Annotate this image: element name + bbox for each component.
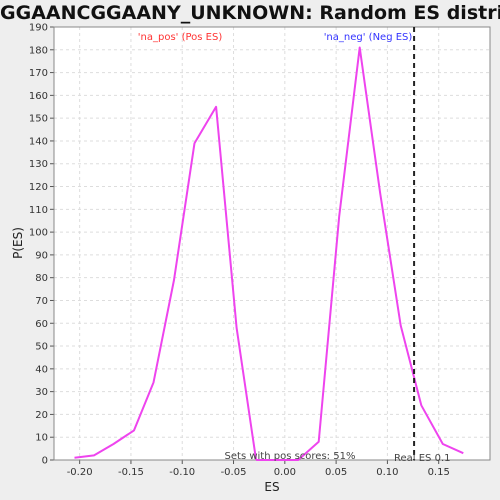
x-tick-label: 0.10: [376, 467, 398, 478]
legend-neg-es: 'na_neg' (Neg ES): [324, 32, 413, 43]
series-neg-es: [256, 46, 464, 461]
x-tick-label: -0.10: [169, 467, 195, 478]
plot-area: [54, 27, 490, 460]
series-pos-es: [74, 105, 258, 461]
chart-title: GGAANCGGAANY_UNKNOWN: Random ES distribu…: [0, 2, 500, 24]
tick-labels: 0 10 20 30 40 50 60 70 80 90 100 110 120 130 140 150 160…: [29, 23, 450, 479]
y-tick-label: 110: [29, 205, 48, 216]
y-tick-label: 180: [29, 45, 48, 56]
y-tick-label: 130: [29, 159, 48, 170]
y-tick-label: 90: [35, 250, 48, 261]
y-tick-label: 190: [29, 23, 48, 34]
y-tick-label: 100: [29, 228, 48, 239]
y-tick-label: 70: [35, 296, 48, 307]
x-tick-label: 0.15: [428, 467, 450, 478]
series-curves: [74, 46, 464, 461]
pos-scores-annotation: Sets with pos scores: 51%: [225, 451, 356, 462]
y-tick-label: 10: [35, 433, 48, 444]
y-tick-label: 120: [29, 182, 48, 193]
x-tick-label: 0.00: [274, 467, 296, 478]
y-tick-label: 40: [35, 364, 48, 375]
real-es-annotation: Real ES 0.1: [394, 453, 450, 464]
y-tick-label: 160: [29, 91, 48, 102]
y-tick-label: 30: [35, 387, 48, 398]
y-tick-label: 140: [29, 136, 48, 147]
x-tick-label: -0.05: [221, 467, 247, 478]
y-tick-label: 150: [29, 114, 48, 125]
y-tick-label: 20: [35, 410, 48, 421]
y-axis-label: P(ES): [11, 227, 25, 259]
x-tick-label: -0.20: [67, 467, 93, 478]
y-tick-label: 60: [35, 319, 48, 330]
y-tick-label: 170: [29, 68, 48, 79]
y-tick-label: 0: [42, 456, 48, 467]
y-tick-label: 80: [35, 273, 48, 284]
x-axis-label: ES: [264, 480, 279, 494]
legend-pos-es: 'na_pos' (Pos ES): [138, 32, 223, 43]
y-tick-label: 50: [35, 342, 48, 353]
x-tick-label: -0.15: [118, 467, 144, 478]
x-tick-label: 0.05: [325, 467, 347, 478]
